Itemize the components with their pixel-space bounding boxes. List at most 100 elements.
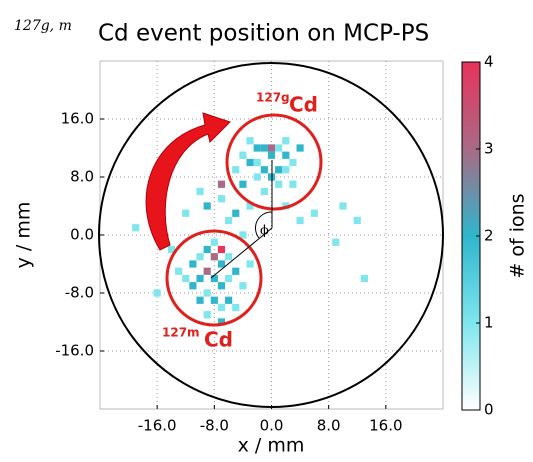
cell xyxy=(225,274,233,283)
cell xyxy=(210,274,218,283)
y-axis-label: y / mm xyxy=(13,202,35,269)
cell xyxy=(189,260,197,268)
cell xyxy=(239,282,247,290)
cell xyxy=(296,216,304,225)
cell xyxy=(217,318,226,326)
cell xyxy=(217,282,226,290)
x-axis-label: x / mm xyxy=(238,435,305,457)
cell xyxy=(332,238,340,246)
cell xyxy=(217,260,226,268)
cell xyxy=(203,311,211,319)
cell xyxy=(267,144,276,152)
cell xyxy=(210,238,218,246)
x-tick-label: 8.0 xyxy=(317,417,341,435)
y-tick-label: 8.0 xyxy=(70,168,94,186)
x-tick-label: 16.0 xyxy=(369,417,402,435)
cell xyxy=(225,253,233,261)
cell xyxy=(260,166,268,174)
cell xyxy=(189,282,197,290)
y-tick-label: -16.0 xyxy=(55,342,94,360)
colorbar-label: # of ions xyxy=(507,193,529,278)
cell xyxy=(210,296,218,304)
cell xyxy=(253,173,261,181)
y-tick-label: 16.0 xyxy=(61,110,94,128)
cell xyxy=(246,202,254,210)
cell xyxy=(232,303,240,312)
upper-element: Cd xyxy=(289,93,318,117)
cell xyxy=(260,144,268,152)
cell xyxy=(203,245,211,254)
cell xyxy=(217,303,226,312)
x-tick-label: -8.0 xyxy=(200,417,229,435)
cell xyxy=(232,267,240,275)
cell xyxy=(275,180,283,188)
cell xyxy=(282,151,290,159)
lower-radius xyxy=(210,227,273,279)
cell xyxy=(210,253,218,261)
lower-circle xyxy=(165,229,263,327)
cell xyxy=(182,209,190,217)
angle-arc xyxy=(255,211,273,239)
angle-label: ϕ xyxy=(260,224,269,239)
cell xyxy=(232,166,240,174)
cell xyxy=(253,158,261,167)
cell xyxy=(217,245,226,254)
cell xyxy=(225,216,233,225)
cell xyxy=(239,180,247,188)
cell xyxy=(246,260,254,268)
arrow xyxy=(145,112,231,251)
cell xyxy=(246,137,254,145)
cell xyxy=(196,253,204,261)
chart-title: Cd event position on MCP-PS xyxy=(98,21,429,47)
cell xyxy=(289,180,297,188)
cell xyxy=(310,209,318,217)
colorbar-tick-label: 3 xyxy=(484,140,494,158)
cell xyxy=(217,180,226,188)
cell xyxy=(339,202,347,210)
cell xyxy=(282,137,290,145)
cell xyxy=(182,274,190,283)
grid: -16.0 -8.0 0.0 8.0 16.0 -16.0 -8.0 0.0 8.0 16.0 xyxy=(55,60,444,435)
upper-circle xyxy=(225,113,323,211)
cell xyxy=(239,151,247,159)
cell xyxy=(275,166,283,174)
cell xyxy=(289,158,297,167)
lower-mass: 127m xyxy=(162,326,200,340)
colorbar-tick-label: 1 xyxy=(484,314,494,332)
cell xyxy=(296,144,304,152)
cell xyxy=(275,144,283,152)
cell xyxy=(267,151,276,159)
cell xyxy=(203,202,211,210)
detector-outline xyxy=(98,62,444,408)
y-tick-label: 0.0 xyxy=(70,226,94,244)
upper-mass: 127g xyxy=(256,91,290,105)
cell xyxy=(203,267,211,275)
colorbar-ticks: 0 1 2 3 4 xyxy=(476,53,494,419)
cell xyxy=(282,202,290,210)
cell xyxy=(239,231,247,239)
cell xyxy=(360,274,368,283)
cell xyxy=(196,187,204,196)
cell xyxy=(196,274,204,283)
cell xyxy=(353,216,361,225)
lower-element: Cd xyxy=(204,328,233,352)
cells xyxy=(132,137,368,326)
cell xyxy=(232,209,240,217)
cell xyxy=(167,245,176,254)
cell xyxy=(253,144,261,152)
title-superscript: 127g, m xyxy=(14,18,72,34)
cell xyxy=(203,289,211,297)
colorbar-tick-label: 0 xyxy=(484,401,494,419)
cell xyxy=(260,187,268,196)
cell xyxy=(217,195,226,203)
x-tick-label: 0.0 xyxy=(260,417,284,435)
cell xyxy=(153,289,161,297)
cell xyxy=(132,224,140,232)
colorbar-tick-label: 4 xyxy=(484,53,494,71)
y-tick-label: -8.0 xyxy=(65,284,94,302)
overlay xyxy=(98,62,444,408)
cell xyxy=(196,296,204,304)
cell xyxy=(246,158,254,167)
cell xyxy=(175,267,183,275)
